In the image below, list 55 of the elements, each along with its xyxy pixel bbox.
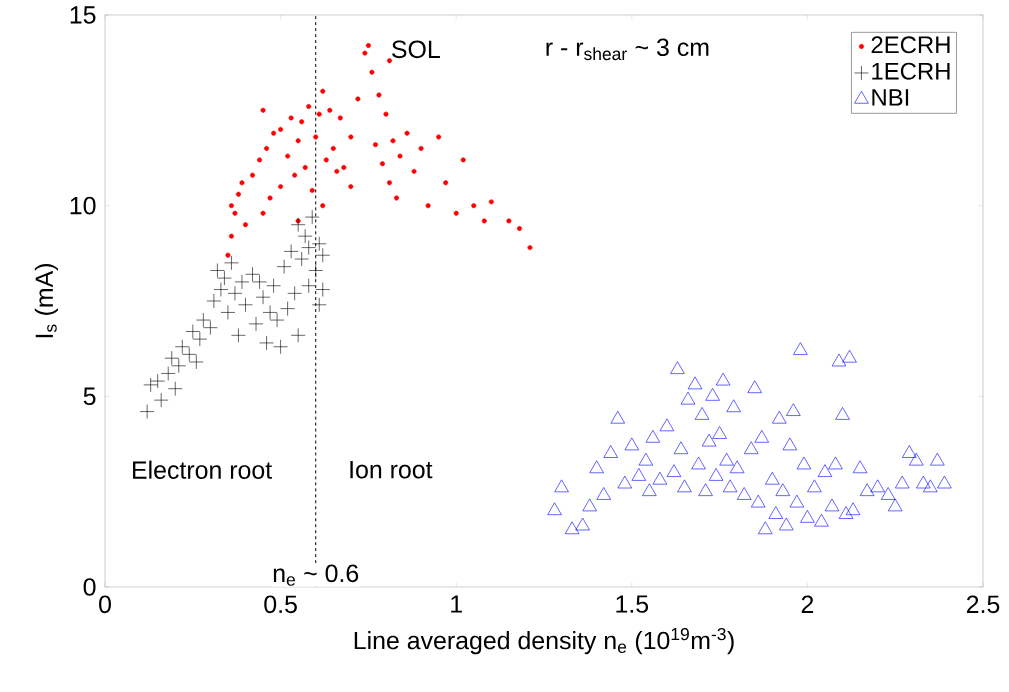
point — [315, 282, 331, 297]
point — [227, 286, 243, 301]
point — [304, 209, 320, 225]
point — [301, 278, 317, 294]
point — [308, 263, 324, 278]
point — [315, 247, 331, 263]
point — [294, 251, 309, 267]
point — [139, 404, 155, 419]
point — [287, 286, 302, 301]
annotation: Electron root — [133, 460, 272, 479]
point — [290, 328, 306, 343]
point — [167, 381, 183, 396]
x-tick-label: 1.5 — [616, 595, 649, 613]
point — [311, 297, 327, 313]
point — [150, 373, 165, 389]
x-tick-label: 1 — [451, 595, 462, 613]
x-tick-label: 2 — [801, 595, 814, 613]
point — [276, 259, 292, 274]
y-tick-label: 10 — [70, 196, 96, 215]
legend-label: 1ECRH — [872, 62, 950, 80]
point — [248, 316, 264, 332]
legend-label: 2ECRH — [871, 36, 950, 54]
point — [224, 255, 239, 271]
point — [255, 289, 271, 305]
y-tick-label: 15 — [70, 6, 96, 24]
point — [160, 366, 176, 381]
x-tick-label: 0.5 — [264, 595, 297, 614]
point — [283, 244, 299, 259]
x-tick-label: 0 — [99, 595, 111, 614]
ref-line-label: n$_{e}$ ~ 0.6 — [273, 564, 359, 586]
point — [311, 236, 327, 252]
y-tick-label: 0 — [83, 578, 96, 596]
point — [297, 228, 313, 244]
point — [213, 282, 229, 297]
point — [234, 274, 250, 290]
point — [143, 377, 158, 393]
legend-label: NBI — [872, 89, 909, 106]
point — [220, 305, 236, 320]
x-axis-title: Line averaged density n$_{e}$ (10$^{19}$m$^{-3}$) — [354, 627, 734, 655]
y-tick-label: 5 — [83, 387, 96, 406]
point — [231, 328, 246, 343]
point — [273, 339, 288, 355]
point — [290, 217, 306, 233]
y-axis-title: I$_{s}$ (mA) — [34, 264, 58, 338]
point — [266, 278, 281, 294]
annotation: r - r$_{shear}$ ~ 3 cm — [546, 38, 709, 61]
point — [206, 293, 222, 309]
annotation: SOL — [392, 40, 440, 59]
point — [153, 392, 169, 408]
point — [259, 335, 274, 351]
x-tick-label: 2.5 — [966, 595, 1000, 614]
point — [238, 297, 253, 313]
point — [280, 301, 295, 316]
point — [301, 240, 317, 255]
annotation: Ion root — [350, 461, 433, 479]
